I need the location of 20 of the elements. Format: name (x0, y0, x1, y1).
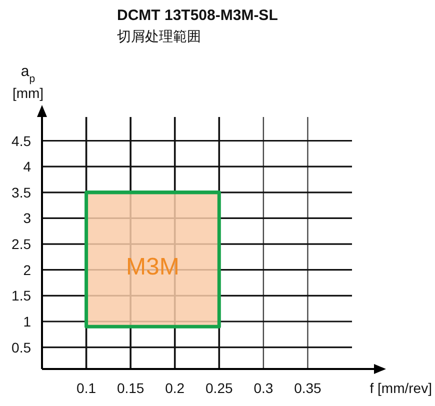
x-tick-label: 0.2 (165, 380, 185, 396)
y-axis-title: a$_{p}$ [mm] (12, 63, 44, 101)
x-tick-label: 0.35 (294, 380, 322, 396)
y-tick-label: 2 (23, 262, 32, 278)
x-tick-label: 0.25 (206, 380, 233, 396)
y-tick-label: 3 (23, 210, 32, 226)
y-tick-label: 1.5 (12, 288, 32, 304)
x-tick-label: 0.1 (76, 380, 96, 396)
x-tick-label: 0.15 (116, 380, 144, 396)
y-tick-label: 4.5 (12, 132, 32, 149)
y-tick-label: 3.5 (12, 184, 32, 200)
y-tick-label: 1 (23, 313, 32, 330)
y-tick-label: 0.5 (12, 339, 32, 356)
y-tick-label: 4 (23, 158, 32, 175)
chart-subtitle: 切屑处理範囲 (117, 28, 201, 44)
text: M3M (126, 254, 180, 281)
x-tick-label: 0.3 (254, 380, 274, 396)
x-axis-title: f [mm/rev] (370, 380, 432, 396)
chart-title: DCMT 13T508-M3M-SL (117, 7, 278, 24)
y-tick-label: 2.5 (12, 236, 32, 252)
